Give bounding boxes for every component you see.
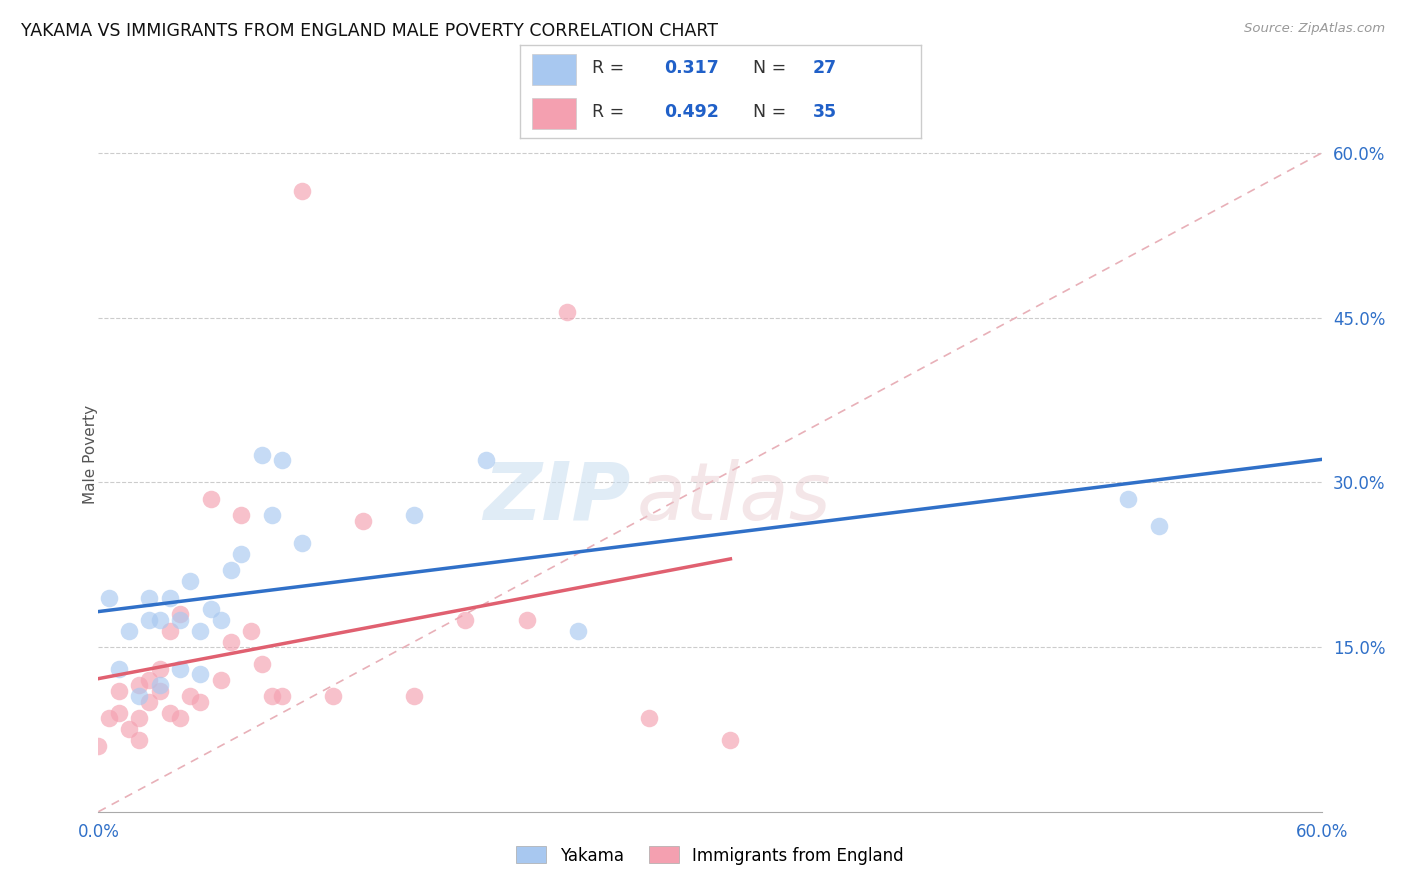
- Point: [638, 711, 661, 725]
- Point: [219, 563, 242, 577]
- Point: [97, 711, 120, 725]
- Point: [231, 508, 253, 523]
- Text: R =: R =: [592, 103, 630, 120]
- Point: [149, 678, 172, 692]
- Point: [97, 591, 120, 605]
- Point: [1147, 519, 1170, 533]
- Point: [138, 673, 160, 687]
- Text: Source: ZipAtlas.com: Source: ZipAtlas.com: [1244, 22, 1385, 36]
- Point: [270, 690, 294, 704]
- FancyBboxPatch shape: [533, 98, 576, 129]
- Point: [179, 690, 201, 704]
- Point: [474, 453, 498, 467]
- Point: [188, 667, 212, 681]
- Point: [169, 662, 191, 676]
- Point: [169, 613, 191, 627]
- Point: [322, 690, 344, 704]
- Point: [179, 574, 201, 589]
- Text: N =: N =: [752, 103, 792, 120]
- Y-axis label: Male Poverty: Male Poverty: [83, 405, 97, 505]
- Point: [291, 185, 314, 199]
- Point: [270, 453, 294, 467]
- Point: [128, 678, 150, 692]
- Point: [250, 657, 273, 671]
- Text: R =: R =: [592, 60, 630, 78]
- Point: [219, 634, 242, 648]
- Point: [169, 607, 191, 621]
- Point: [516, 613, 538, 627]
- Point: [404, 508, 426, 523]
- Point: [138, 613, 160, 627]
- Point: [188, 624, 212, 638]
- Text: atlas: atlas: [637, 458, 831, 537]
- Text: ZIP: ZIP: [484, 458, 630, 537]
- Point: [567, 624, 589, 638]
- Text: 27: 27: [813, 60, 837, 78]
- Point: [352, 514, 374, 528]
- Point: [250, 448, 273, 462]
- Text: YAKAMA VS IMMIGRANTS FROM ENGLAND MALE POVERTY CORRELATION CHART: YAKAMA VS IMMIGRANTS FROM ENGLAND MALE P…: [21, 22, 718, 40]
- Text: N =: N =: [752, 60, 792, 78]
- Point: [169, 711, 191, 725]
- Point: [108, 706, 131, 720]
- Point: [454, 613, 477, 627]
- Point: [149, 662, 172, 676]
- Point: [159, 591, 181, 605]
- Point: [231, 547, 253, 561]
- Point: [87, 739, 110, 753]
- Point: [159, 624, 181, 638]
- Point: [149, 613, 172, 627]
- Point: [108, 662, 131, 676]
- Point: [209, 613, 232, 627]
- Point: [188, 695, 212, 709]
- Point: [128, 690, 150, 704]
- Point: [128, 711, 150, 725]
- Point: [138, 591, 160, 605]
- Text: 0.492: 0.492: [665, 103, 720, 120]
- Text: 35: 35: [813, 103, 837, 120]
- Point: [128, 733, 150, 747]
- Point: [209, 673, 232, 687]
- Point: [108, 684, 131, 698]
- Point: [404, 690, 426, 704]
- Legend: Yakama, Immigrants from England: Yakama, Immigrants from England: [510, 839, 910, 871]
- Point: [159, 706, 181, 720]
- Point: [200, 491, 222, 506]
- Point: [118, 723, 141, 737]
- Point: [200, 601, 222, 615]
- Text: 0.317: 0.317: [665, 60, 720, 78]
- Point: [138, 695, 160, 709]
- Point: [149, 684, 172, 698]
- Point: [291, 535, 314, 549]
- Point: [720, 733, 742, 747]
- Point: [557, 305, 579, 319]
- Point: [240, 624, 263, 638]
- Point: [260, 690, 283, 704]
- Point: [1116, 491, 1139, 506]
- FancyBboxPatch shape: [533, 54, 576, 85]
- Point: [118, 624, 141, 638]
- Point: [260, 508, 283, 523]
